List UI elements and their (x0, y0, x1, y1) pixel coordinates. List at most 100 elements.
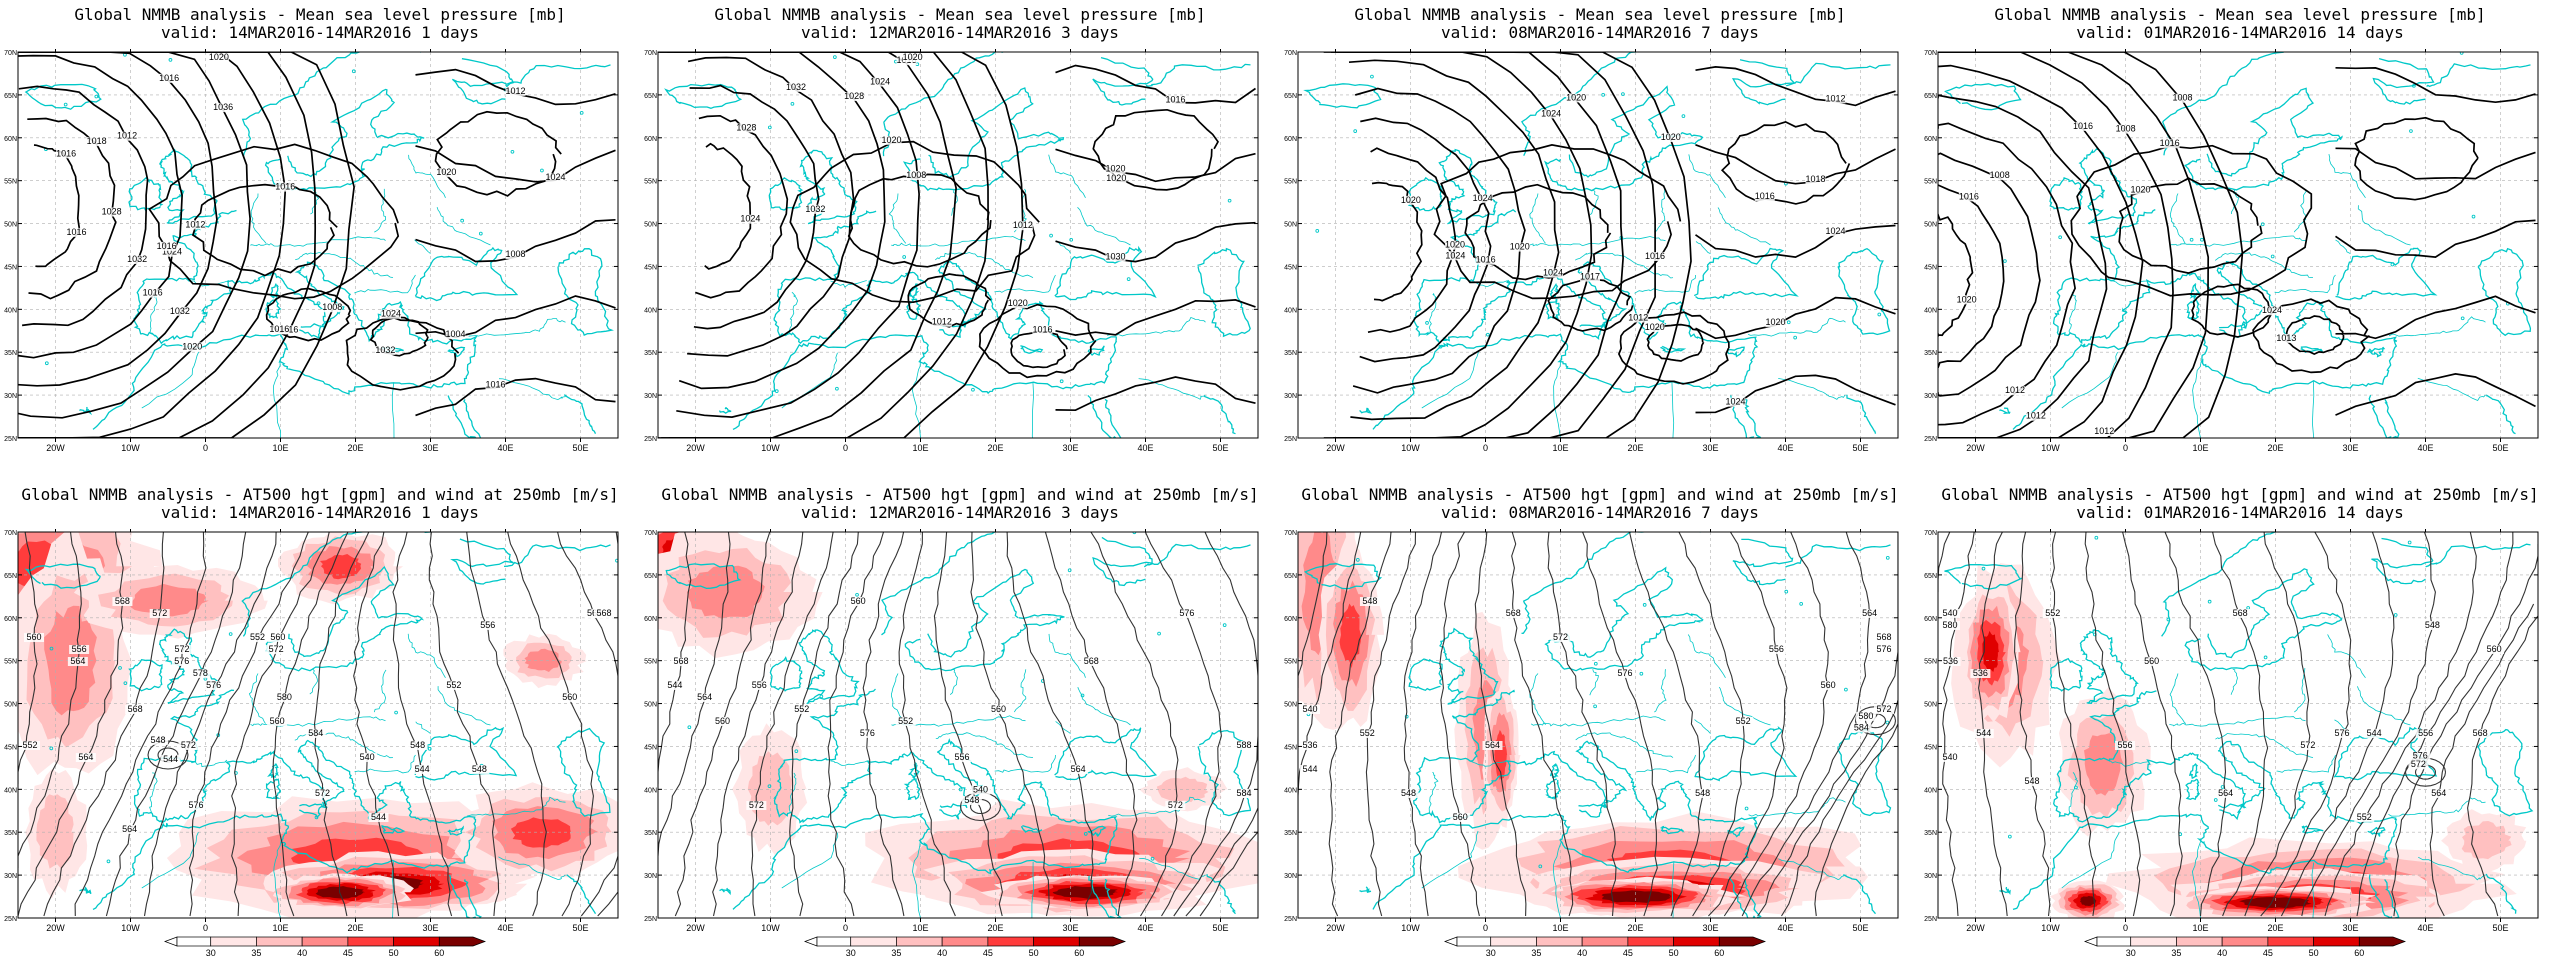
contour-label: 548 (2425, 620, 2440, 630)
lat-tick-label: 50N (644, 702, 657, 709)
contour-label: 1020 (1510, 242, 1530, 252)
lat-tick-label: 55N (4, 179, 17, 186)
contour-label: 1016 (2160, 138, 2180, 148)
lon-tick-label: 40E (1137, 443, 1153, 453)
z500-wind-panel: Global NMMB analysis - AT500 hgt [gpm] a… (0, 480, 640, 960)
coastlines (664, 52, 1251, 438)
map-area: 540 544 548 552 548 560 564 568 572 576 548 552 556 5… (1298, 532, 1898, 918)
contour-label: 1024 (1543, 268, 1563, 278)
contour-label: 1012 (1825, 93, 1845, 103)
contour-label: 568 (128, 704, 143, 714)
map-area: 1020 1016 1008 1012 1012 1016 1008 1012 1008 1020… (1938, 52, 2538, 438)
colorbar-tick-label: 50 (389, 948, 399, 958)
lon-tick-label: 10W (2041, 923, 2060, 933)
contour-label: 1024 (1445, 250, 1465, 260)
contour-label: 548 (2024, 776, 2039, 786)
panel-valid-period: valid: 01MAR2016-14MAR2016 14 days (2076, 503, 2404, 522)
contour-label: 1020 (2130, 184, 2150, 194)
lon-tick-label: 50E (2492, 443, 2508, 453)
contour-label: 556 (72, 644, 87, 654)
lat-tick-label: 30N (644, 873, 657, 880)
map-area: 1024 1028 1032 1032 1028 1024 1016 1020 1012 1008… (658, 52, 1258, 438)
lon-tick-label: 10E (272, 443, 288, 453)
contour-label: 1024 (162, 247, 182, 257)
contour-label: 1020 (903, 52, 923, 62)
lat-tick-label: 45N (1284, 744, 1297, 751)
contour-label: 1012 (1628, 312, 1648, 322)
contour-label: 1016 (1645, 251, 1665, 261)
lat-tick-label: 65N (4, 573, 17, 580)
axes: 20W 10W 0 10E 20E 30E 40E 50E 70N 65N 60N 55N 50N 45N… (1924, 529, 2539, 933)
contour-label: 1016 (2073, 121, 2093, 131)
colorbar-tick-label: 45 (343, 948, 353, 958)
contour-label: 1024 (740, 214, 760, 224)
lon-tick-label: 40E (2417, 443, 2433, 453)
contour-label: 548 (150, 735, 165, 745)
lat-tick-label: 70N (1284, 530, 1297, 537)
contour-label: 572 (181, 740, 196, 750)
wind-colorbar: 30 35 40 45 50 60 (804, 936, 1126, 958)
contour-label: 560 (1453, 812, 1468, 822)
colorbar-tick-label: 50 (2309, 948, 2319, 958)
mslp-panel: Global NMMB analysis - Mean sea level pr… (640, 0, 1280, 480)
lon-tick-label: 20E (2267, 923, 2283, 933)
contour-label: 572 (152, 608, 167, 618)
contour-label: 552 (250, 632, 265, 642)
contour-label: 1024 (870, 77, 890, 87)
contour-label: 1020 (1008, 298, 1028, 308)
contour-label: 568 (2473, 728, 2488, 738)
panel-valid-period: valid: 08MAR2016-14MAR2016 7 days (1441, 23, 1759, 42)
contour-label: 1028 (736, 123, 756, 133)
lon-tick-label: 10W (761, 443, 780, 453)
panel-valid-period: valid: 12MAR2016-14MAR2016 3 days (801, 23, 1119, 42)
contour-label: 552 (446, 680, 461, 690)
lon-tick-label: 50E (1852, 923, 1868, 933)
lon-tick-label: 10W (1401, 443, 1420, 453)
map-plot: Global NMMB analysis - AT500 hgt [gpm] a… (1284, 485, 1898, 958)
contour-label: 572 (175, 644, 190, 654)
lat-tick-label: 65N (644, 573, 657, 580)
lat-tick-label: 30N (1924, 873, 1937, 880)
lat-tick-label: 65N (4, 93, 17, 100)
lat-tick-label: 45N (1924, 744, 1937, 751)
lat-tick-label: 40N (644, 307, 657, 314)
contour-label: 1016 (485, 380, 505, 390)
contour-label: 1036 (213, 102, 233, 112)
coastlines (665, 532, 1251, 918)
map-plot: Global NMMB analysis - AT500 hgt [gpm] a… (4, 485, 618, 958)
colorbar-tick-label: 30 (206, 948, 216, 958)
lat-tick-label: 35N (644, 830, 657, 837)
contour-label: 544 (371, 812, 386, 822)
mslp-panel: Global NMMB analysis - Mean sea level pr… (0, 0, 640, 480)
lat-tick-label: 65N (1284, 573, 1297, 580)
contour-label: 580 (277, 692, 292, 702)
lon-tick-label: 20W (686, 923, 705, 933)
lon-tick-label: 40E (2417, 923, 2433, 933)
contour-label: 576 (2335, 728, 2350, 738)
contour-label: 552 (2045, 608, 2060, 618)
lat-tick-label: 70N (1284, 50, 1297, 57)
lat-tick-label: 25N (4, 916, 17, 923)
axes: 20W 10W 0 10E 20E 30E 40E 50E 70N 65N 60N 55N 50N 45N… (644, 49, 1259, 453)
contour-label: 578 (193, 668, 208, 678)
lat-tick-label: 25N (1284, 916, 1297, 923)
lat-tick-label: 60N (4, 136, 17, 143)
map-plot: Global NMMB analysis - Mean sea level pr… (4, 5, 619, 453)
contour-label: 1024 (1541, 108, 1561, 118)
contour-label: 1008 (505, 249, 525, 259)
lat-tick-label: 60N (4, 616, 17, 623)
contour-label: 548 (1362, 596, 1377, 606)
lon-tick-label: 40E (497, 443, 513, 453)
lon-tick-label: 20W (686, 443, 705, 453)
lat-tick-label: 25N (644, 916, 657, 923)
lat-tick-label: 50N (4, 222, 17, 229)
lat-tick-label: 50N (4, 702, 17, 709)
colorbar-tick-label: 30 (846, 948, 856, 958)
contour-label: 1016 (66, 227, 86, 237)
contour-label: 560 (991, 704, 1006, 714)
lat-tick-label: 30N (1924, 393, 1937, 400)
contour-label: 1018 (1805, 174, 1825, 184)
lon-tick-label: 10E (2192, 923, 2208, 933)
lon-tick-label: 10W (121, 923, 140, 933)
